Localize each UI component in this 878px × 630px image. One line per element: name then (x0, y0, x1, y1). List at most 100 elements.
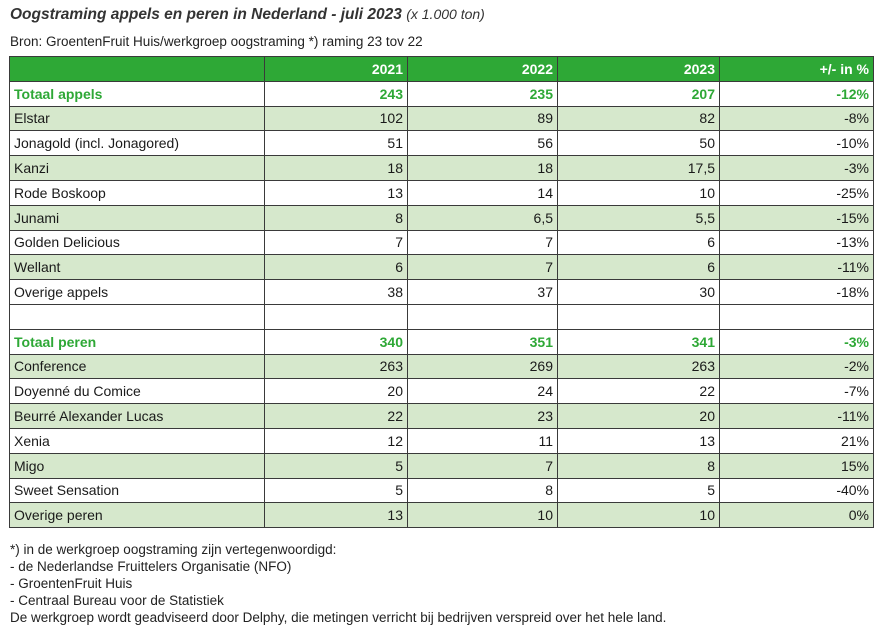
table-cell: 351 (407, 328, 558, 355)
harvest-table: 2021 2022 2023 +/- in % Totaal appels 243… (9, 56, 874, 529)
row-label: Overige appels (9, 279, 265, 305)
table-cell: 7 (407, 452, 558, 479)
table-cell: 263 (264, 353, 408, 380)
row-label (9, 303, 265, 330)
table-cell: 12 (264, 427, 408, 454)
table-row: Kanzi 18 18 17,5 -3% (9, 155, 874, 181)
table-cell: -8% (719, 105, 874, 132)
column-header: 2023 (557, 56, 720, 82)
footnote-line: - Centraal Bureau voor de Statistiek (10, 593, 224, 608)
table-cell: 50 (557, 130, 720, 157)
table-cell: -11% (719, 403, 874, 429)
table-cell: -12% (719, 80, 874, 107)
table-cell: 10 (407, 502, 558, 529)
table-row: Overige peren 13 10 10 0% (9, 502, 874, 529)
table-row: Doyenné du Comice 20 24 22 -7% (9, 378, 874, 405)
table-cell: 5,5 (557, 204, 720, 231)
source-line: Bron: GroentenFruit Huis/werkgroep oogst… (10, 34, 423, 49)
row-label: Conference (9, 353, 265, 380)
table-row: Golden Delicious 7 7 6 -13% (9, 229, 874, 256)
table-cell: 7 (264, 229, 408, 256)
table-cell: 341 (557, 328, 720, 355)
row-label: Migo (9, 452, 265, 479)
table-cell: 51 (264, 130, 408, 157)
page-title: Oogstraming appels en peren in Nederland… (10, 6, 485, 24)
table-cell: 269 (407, 353, 558, 380)
table-cell: 56 (407, 130, 558, 157)
footnote-line: - de Nederlandse Fruittelers Organisatie… (10, 559, 292, 574)
table-cell: 340 (264, 328, 408, 355)
column-header: 2021 (264, 56, 408, 82)
footnote-line: De werkgroep wordt geadviseerd door Delp… (10, 610, 667, 625)
table-cell: 18 (407, 155, 558, 181)
table-cell: 13 (264, 179, 408, 206)
table-cell: 14 (407, 179, 558, 206)
table-cell: -10% (719, 130, 874, 157)
table-cell: 5 (264, 477, 408, 504)
table-cell: 6 (557, 254, 720, 281)
table-cell: 82 (557, 105, 720, 132)
table-cell: 102 (264, 105, 408, 132)
table-cell: 6 (264, 254, 408, 281)
row-label: Doyenné du Comice (9, 378, 265, 405)
table-cell: -13% (719, 229, 874, 256)
table-cell: 7 (407, 254, 558, 281)
row-label: Kanzi (9, 155, 265, 181)
table-cell (407, 303, 558, 330)
table-cell: -40% (719, 477, 874, 504)
column-header: 2022 (407, 56, 558, 82)
table-row: Jonagold (incl. Jonagored) 51 56 50 -10% (9, 130, 874, 157)
table-cell: 7 (407, 229, 558, 256)
table-cell: 8 (264, 204, 408, 231)
table-header-row: 2021 2022 2023 +/- in % (9, 56, 874, 82)
table-row: Migo 5 7 8 15% (9, 452, 874, 479)
table-cell: 38 (264, 279, 408, 305)
table-cell: 6,5 (407, 204, 558, 231)
table-cell: -18% (719, 279, 874, 305)
row-label: Beurré Alexander Lucas (9, 403, 265, 429)
title-unit: (x 1.000 ton) (406, 6, 485, 22)
table-cell: -7% (719, 378, 874, 405)
table-cell: 5 (264, 452, 408, 479)
table-cell: 21% (719, 427, 874, 454)
table-cell: 8 (557, 452, 720, 479)
table-cell: 263 (557, 353, 720, 380)
footnote-line: *) in de werkgroep oogstraming zijn vert… (10, 542, 337, 557)
row-label: Sweet Sensation (9, 477, 265, 504)
table-row: Overige appels 38 37 30 -18% (9, 279, 874, 305)
table-cell: -3% (719, 328, 874, 355)
row-label: Junami (9, 204, 265, 231)
row-label: Elstar (9, 105, 265, 132)
row-label: Rode Boskoop (9, 179, 265, 206)
table-total-row: Totaal appels 243 235 207 -12% (9, 80, 874, 107)
table-cell: 20 (264, 378, 408, 405)
row-label: Totaal appels (9, 80, 265, 107)
table-cell: 10 (557, 179, 720, 206)
table-cell: 6 (557, 229, 720, 256)
table-row: Beurré Alexander Lucas 22 23 20 -11% (9, 403, 874, 429)
table-cell (264, 303, 408, 330)
table-row: Wellant 6 7 6 -11% (9, 254, 874, 281)
row-label: Golden Delicious (9, 229, 265, 256)
row-label: Jonagold (incl. Jonagored) (9, 130, 265, 157)
table-cell: 13 (264, 502, 408, 529)
table-cell: 11 (407, 427, 558, 454)
table-cell: 22 (557, 378, 720, 405)
table-body: 2021 2022 2023 +/- in % Totaal appels 243… (9, 56, 874, 529)
table-cell: 18 (264, 155, 408, 181)
row-label: Xenia (9, 427, 265, 454)
table-cell: -15% (719, 204, 874, 231)
table-cell: 0% (719, 502, 874, 529)
table-cell: 24 (407, 378, 558, 405)
table-cell: 15% (719, 452, 874, 479)
footnote-line: - GroentenFruit Huis (10, 576, 133, 591)
table-cell: 13 (557, 427, 720, 454)
table-cell: 89 (407, 105, 558, 132)
row-label: Overige peren (9, 502, 265, 529)
table-row: Elstar 102 89 82 -8% (9, 105, 874, 132)
title-main: Oogstraming appels en peren in Nederland… (10, 6, 402, 23)
table-cell: 30 (557, 279, 720, 305)
table-cell: -3% (719, 155, 874, 181)
table-cell: 17,5 (557, 155, 720, 181)
table-cell (719, 303, 874, 330)
